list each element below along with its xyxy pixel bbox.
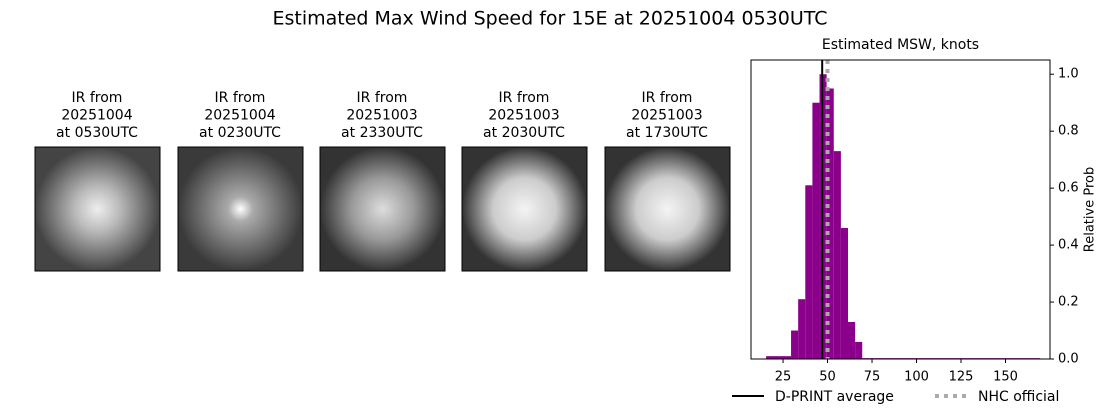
y-tick-label: 0.8 (1058, 124, 1079, 139)
panel-label: at 0530UTC (56, 125, 138, 141)
panel-label: at 0230UTC (199, 125, 281, 141)
bar (805, 185, 813, 359)
ir-image (319, 146, 446, 272)
x-tick-label: 25 (775, 370, 792, 385)
figure-title: Estimated Max Wind Speed for 15E at 2025… (272, 8, 827, 30)
panel-label: at 2330UTC (341, 125, 423, 141)
panel-label: IR from (72, 90, 123, 106)
axes-frame (750, 59, 1051, 360)
panel-label: 20251003 (488, 108, 559, 124)
bar (812, 102, 820, 359)
panel-label: IR from (499, 90, 550, 106)
panel-label: 20251004 (61, 108, 132, 124)
panel-label: 20251003 (346, 108, 417, 124)
bar (766, 356, 792, 359)
y-tick-label: 0.2 (1058, 295, 1079, 310)
bar (833, 151, 841, 359)
panel-label: at 1730UTC (626, 125, 708, 141)
legend-label: D-PRINT average (775, 389, 894, 405)
ir-image (177, 146, 304, 272)
panel-label: 20251003 (631, 108, 702, 124)
bar (826, 88, 834, 359)
chart-title: Estimated MSW, knots (822, 37, 979, 53)
legend-label: NHC official (978, 389, 1059, 405)
y-tick-label: 0.6 (1058, 181, 1079, 196)
panel-label: at 2030UTC (483, 125, 565, 141)
ir-image (604, 146, 731, 272)
x-tick-label: 50 (819, 370, 836, 385)
panel-label: IR from (215, 90, 266, 106)
y-axis-label: Relative Prob (1083, 167, 1098, 252)
bar (798, 299, 806, 359)
panel-label: IR from (357, 90, 408, 106)
x-tick-label: 150 (993, 370, 1018, 385)
y-tick-label: 1.0 (1058, 67, 1079, 82)
ir-image (461, 146, 588, 272)
y-tick-label: 0.0 (1058, 352, 1079, 367)
bar (855, 341, 863, 359)
bar (847, 321, 856, 359)
panel-label: 20251004 (204, 108, 275, 124)
bar (840, 228, 848, 359)
ir-image (34, 146, 161, 272)
x-tick-label: 125 (949, 370, 974, 385)
x-tick-label: 100 (904, 370, 929, 385)
panel-label: IR from (642, 90, 693, 106)
x-tick-label: 75 (864, 370, 881, 385)
y-tick-label: 0.4 (1058, 238, 1079, 253)
bar (791, 330, 799, 359)
